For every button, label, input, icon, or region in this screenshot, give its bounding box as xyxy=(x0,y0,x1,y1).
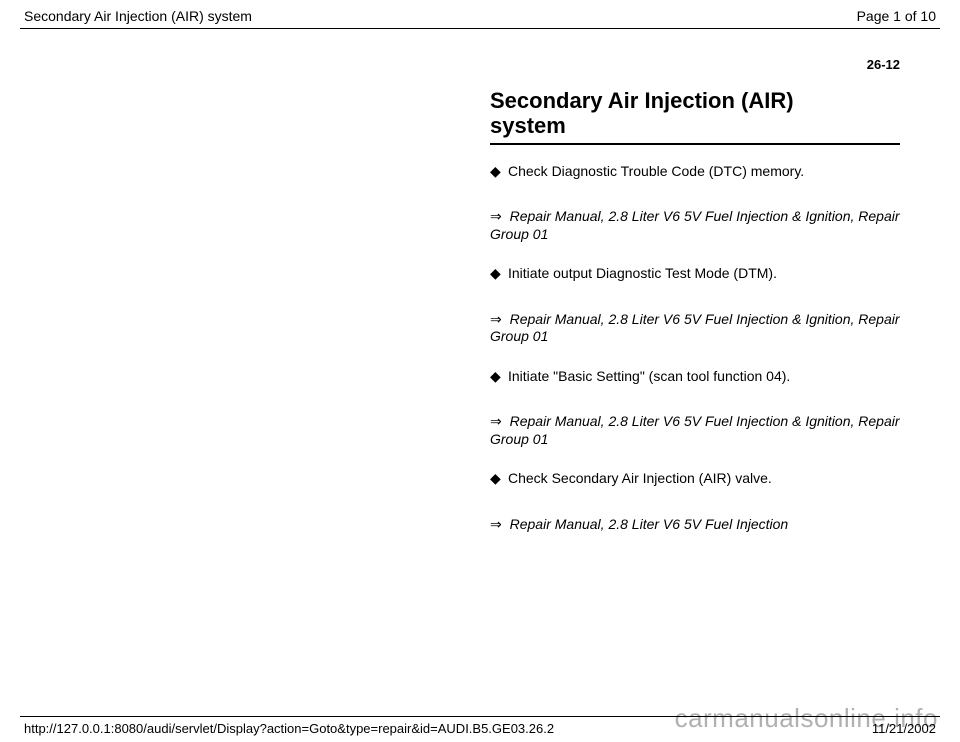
step-text: Check Diagnostic Trouble Code (DTC) memo… xyxy=(508,163,804,181)
step-text: Initiate "Basic Setting" (scan tool func… xyxy=(508,368,790,386)
step-item: ◆ Initiate "Basic Setting" (scan tool fu… xyxy=(490,368,900,386)
arrow-icon: ⇒ xyxy=(490,413,502,429)
section-title-line2: system xyxy=(490,113,566,138)
arrow-icon: ⇒ xyxy=(490,208,502,224)
step-text: Check Secondary Air Injection (AIR) valv… xyxy=(508,470,772,488)
page-number-top: 26-12 xyxy=(20,57,900,72)
reference-item: ⇒ Repair Manual, 2.8 Liter V6 5V Fuel In… xyxy=(490,516,900,534)
footer: http://127.0.0.1:8080/audi/servlet/Displ… xyxy=(20,716,940,736)
reference-text: Repair Manual, 2.8 Liter V6 5V Fuel Inje… xyxy=(506,516,789,532)
content-column: Secondary Air Injection (AIR) system ◆ C… xyxy=(490,88,900,533)
arrow-icon: ⇒ xyxy=(490,516,502,532)
arrow-icon: ⇒ xyxy=(490,311,502,327)
reference-text: Repair Manual, 2.8 Liter V6 5V Fuel Inje… xyxy=(490,208,900,242)
document-page: Secondary Air Injection (AIR) system Pag… xyxy=(0,0,960,742)
header-page-info: Page 1 of 10 xyxy=(857,8,936,24)
diamond-icon: ◆ xyxy=(490,470,508,488)
footer-row: http://127.0.0.1:8080/audi/servlet/Displ… xyxy=(20,721,940,736)
footer-divider xyxy=(20,716,940,717)
header-divider xyxy=(20,28,940,29)
step-item: ◆ Check Diagnostic Trouble Code (DTC) me… xyxy=(490,163,900,181)
step-item: ◆ Check Secondary Air Injection (AIR) va… xyxy=(490,470,900,488)
diamond-icon: ◆ xyxy=(490,368,508,386)
reference-item: ⇒ Repair Manual, 2.8 Liter V6 5V Fuel In… xyxy=(490,311,900,346)
reference-text: Repair Manual, 2.8 Liter V6 5V Fuel Inje… xyxy=(490,311,900,345)
section-title: Secondary Air Injection (AIR) system xyxy=(490,88,900,139)
footer-date: 11/21/2002 xyxy=(872,721,936,736)
header-title: Secondary Air Injection (AIR) system xyxy=(24,8,252,24)
header-row: Secondary Air Injection (AIR) system Pag… xyxy=(20,8,940,28)
diamond-icon: ◆ xyxy=(490,163,508,181)
step-text: Initiate output Diagnostic Test Mode (DT… xyxy=(508,265,777,283)
reference-item: ⇒ Repair Manual, 2.8 Liter V6 5V Fuel In… xyxy=(490,413,900,448)
footer-url: http://127.0.0.1:8080/audi/servlet/Displ… xyxy=(24,721,554,736)
reference-item: ⇒ Repair Manual, 2.8 Liter V6 5V Fuel In… xyxy=(490,208,900,243)
title-underline xyxy=(490,143,900,145)
section-title-line1: Secondary Air Injection (AIR) xyxy=(490,88,794,113)
reference-text: Repair Manual, 2.8 Liter V6 5V Fuel Inje… xyxy=(490,413,900,447)
step-item: ◆ Initiate output Diagnostic Test Mode (… xyxy=(490,265,900,283)
diamond-icon: ◆ xyxy=(490,265,508,283)
